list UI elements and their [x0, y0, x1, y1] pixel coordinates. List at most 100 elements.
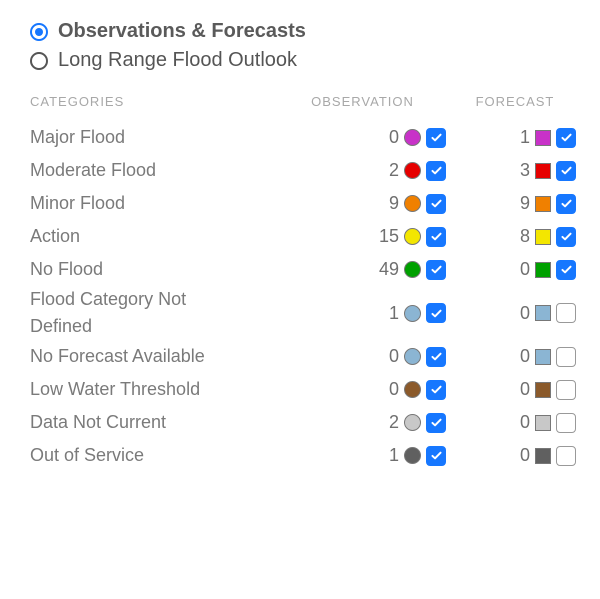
- forecast-checkbox[interactable]: [556, 161, 576, 181]
- observation-count: 1: [379, 303, 399, 324]
- observation-swatch-icon: [404, 162, 421, 179]
- observation-count: 15: [379, 226, 399, 247]
- observation-group: 49: [240, 259, 450, 280]
- observation-swatch-icon: [404, 414, 421, 431]
- forecast-swatch-icon: [535, 382, 551, 398]
- category-row: Action 15 8: [30, 220, 580, 253]
- category-label: No Forecast Available: [30, 343, 240, 370]
- observation-group: 0: [240, 379, 450, 400]
- observation-count: 2: [379, 412, 399, 433]
- forecast-checkbox[interactable]: [556, 347, 576, 367]
- observation-checkbox[interactable]: [426, 413, 446, 433]
- forecast-swatch-icon: [535, 448, 551, 464]
- category-label: Data Not Current: [30, 409, 240, 436]
- observation-count: 1: [379, 445, 399, 466]
- forecast-group: 3: [450, 160, 580, 181]
- category-row: No Flood 49 0: [30, 253, 580, 286]
- view-option-label: Observations & Forecasts: [58, 20, 306, 43]
- forecast-swatch-icon: [535, 163, 551, 179]
- forecast-checkbox[interactable]: [556, 128, 576, 148]
- category-label: No Flood: [30, 256, 240, 283]
- forecast-count: 8: [510, 226, 530, 247]
- observation-swatch-icon: [404, 447, 421, 464]
- forecast-group: 8: [450, 226, 580, 247]
- observation-count: 49: [379, 259, 399, 280]
- forecast-group: 0: [450, 412, 580, 433]
- forecast-group: 0: [450, 346, 580, 367]
- forecast-swatch-icon: [535, 349, 551, 365]
- forecast-count: 9: [510, 193, 530, 214]
- observation-checkbox[interactable]: [426, 446, 446, 466]
- observation-swatch-icon: [404, 195, 421, 212]
- forecast-count: 0: [510, 259, 530, 280]
- observation-group: 9: [240, 193, 450, 214]
- observation-count: 0: [379, 127, 399, 148]
- observation-swatch-icon: [404, 381, 421, 398]
- forecast-swatch-icon: [535, 130, 551, 146]
- category-row: Flood Category Not Defined 1 0: [30, 286, 580, 340]
- category-label: Low Water Threshold: [30, 376, 240, 403]
- forecast-count: 0: [510, 412, 530, 433]
- category-row: Out of Service 1 0: [30, 439, 580, 472]
- forecast-swatch-icon: [535, 262, 551, 278]
- forecast-checkbox[interactable]: [556, 380, 576, 400]
- observation-count: 2: [379, 160, 399, 181]
- category-row: Major Flood 0 1: [30, 121, 580, 154]
- observation-group: 1: [240, 445, 450, 466]
- observation-checkbox[interactable]: [426, 303, 446, 323]
- observation-checkbox[interactable]: [426, 227, 446, 247]
- forecast-swatch-icon: [535, 415, 551, 431]
- forecast-count: 0: [510, 379, 530, 400]
- observation-swatch-icon: [404, 348, 421, 365]
- observation-swatch-icon: [404, 305, 421, 322]
- observation-group: 0: [240, 346, 450, 367]
- observation-count: 9: [379, 193, 399, 214]
- forecast-checkbox[interactable]: [556, 194, 576, 214]
- category-row: Data Not Current 2 0: [30, 406, 580, 439]
- observation-checkbox[interactable]: [426, 380, 446, 400]
- forecast-count: 0: [510, 346, 530, 367]
- observation-swatch-icon: [404, 261, 421, 278]
- radio-unselected-icon: [30, 52, 48, 70]
- view-option-label: Long Range Flood Outlook: [58, 49, 297, 72]
- observation-group: 15: [240, 226, 450, 247]
- observation-swatch-icon: [404, 228, 421, 245]
- forecast-group: 0: [450, 379, 580, 400]
- category-label: Major Flood: [30, 124, 240, 151]
- legend-header-row: CATEGORIES OBSERVATION FORECAST: [30, 94, 580, 109]
- view-option-obs-forecasts[interactable]: Observations & Forecasts: [30, 20, 580, 43]
- header-categories: CATEGORIES: [30, 94, 275, 109]
- forecast-count: 0: [510, 303, 530, 324]
- forecast-group: 0: [450, 303, 580, 324]
- category-label: Flood Category Not Defined: [30, 286, 240, 340]
- radio-selected-icon: [30, 23, 48, 41]
- forecast-swatch-icon: [535, 196, 551, 212]
- forecast-checkbox[interactable]: [556, 413, 576, 433]
- observation-group: 0: [240, 127, 450, 148]
- forecast-count: 0: [510, 445, 530, 466]
- observation-group: 2: [240, 412, 450, 433]
- category-label: Action: [30, 223, 240, 250]
- category-row: Moderate Flood 2 3: [30, 154, 580, 187]
- observation-checkbox[interactable]: [426, 161, 446, 181]
- observation-checkbox[interactable]: [426, 194, 446, 214]
- category-label: Moderate Flood: [30, 157, 240, 184]
- observation-checkbox[interactable]: [426, 128, 446, 148]
- category-label: Out of Service: [30, 442, 240, 469]
- observation-checkbox[interactable]: [426, 260, 446, 280]
- forecast-checkbox[interactable]: [556, 446, 576, 466]
- observation-count: 0: [379, 379, 399, 400]
- observation-checkbox[interactable]: [426, 347, 446, 367]
- forecast-checkbox[interactable]: [556, 303, 576, 323]
- forecast-count: 1: [510, 127, 530, 148]
- header-observation: OBSERVATION: [275, 94, 450, 109]
- forecast-group: 0: [450, 259, 580, 280]
- forecast-group: 1: [450, 127, 580, 148]
- forecast-checkbox[interactable]: [556, 260, 576, 280]
- forecast-group: 9: [450, 193, 580, 214]
- observation-swatch-icon: [404, 129, 421, 146]
- view-option-long-range[interactable]: Long Range Flood Outlook: [30, 49, 580, 72]
- forecast-checkbox[interactable]: [556, 227, 576, 247]
- category-row: Minor Flood 9 9: [30, 187, 580, 220]
- forecast-group: 0: [450, 445, 580, 466]
